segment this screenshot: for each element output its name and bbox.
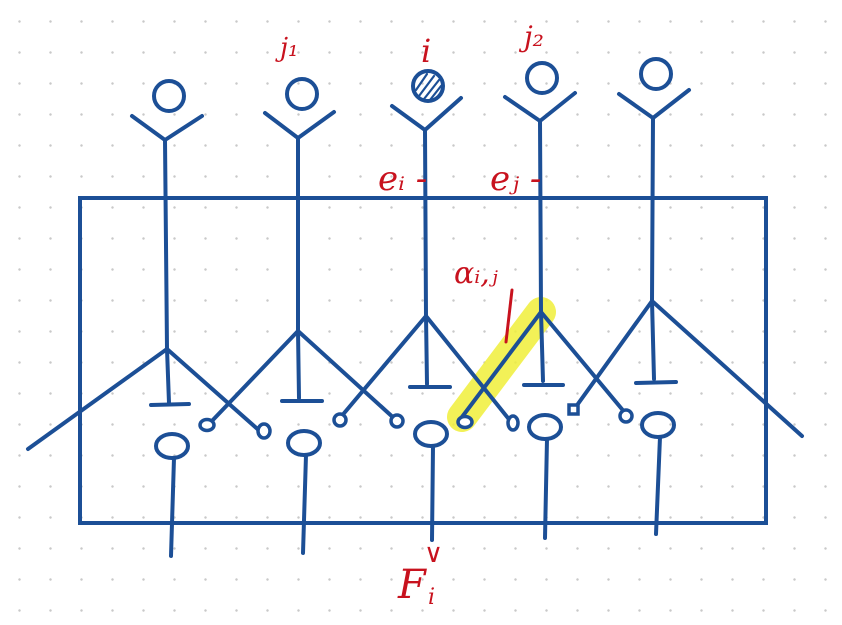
neuron-4 [460, 61, 628, 540]
neuron-3-head-hatch [414, 72, 443, 102]
terminal-2 [256, 422, 272, 440]
label-j2: j₂ [518, 20, 544, 53]
neuron-3 [338, 69, 514, 542]
alpha-pointer [504, 288, 514, 344]
neuron-3-inhibit-stem [424, 314, 429, 386]
label-alpha-ij: αᵢ,ⱼ [454, 256, 498, 291]
neuron-1-spread [26, 347, 264, 451]
neuron-4-arms [503, 91, 577, 123]
label-i: i [421, 32, 431, 70]
neuron-1-stem [163, 138, 169, 351]
label-output-sup: ∨ [424, 539, 443, 569]
neuron-4-inhibit-stem [539, 310, 545, 383]
neuron-1-arms [130, 114, 204, 142]
label-output-sub: i [428, 585, 435, 610]
neuron-5-stem [650, 116, 655, 303]
neuron-5-head [639, 57, 673, 91]
neuron-5-body [640, 411, 676, 439]
synapse-terminals [198, 403, 634, 440]
terminal-6 [506, 414, 520, 432]
layer-box [78, 196, 768, 525]
neuron-3-stem [423, 128, 428, 318]
neuron-1-inhibit-stem [165, 347, 171, 405]
neuron-5-inhibit-bar [634, 380, 678, 385]
neuron-2-inhibit-stem [296, 329, 301, 400]
neuron-5-arms [617, 88, 691, 120]
neuron-2-axon [301, 453, 308, 555]
terminal-7 [567, 403, 580, 416]
neuron-1-axon [169, 456, 176, 558]
neuron-3-body [413, 420, 449, 448]
neuron-4-body [527, 413, 563, 441]
label-e-j: eⱼ - [490, 159, 541, 199]
neuron-1 [26, 79, 264, 558]
neuron-3-axon [430, 444, 435, 542]
neuron-4-stem [538, 119, 543, 314]
terminal-8 [618, 408, 634, 424]
neuron-5-inhibit-stem [650, 299, 656, 381]
terminal-4 [389, 413, 405, 429]
neuron-4-axon [543, 437, 549, 540]
neuron-1-head [152, 79, 186, 113]
annotations: j₁ i j₂ eᵢ - eⱼ - αᵢ,ⱼ ∨ F i [275, 20, 544, 610]
neuron-4-head [525, 61, 559, 95]
neuron-5-axon [654, 435, 662, 536]
label-output: F [397, 562, 427, 608]
neuron-5 [573, 57, 804, 536]
terminal-3 [332, 412, 348, 428]
neuron-2-body [286, 429, 322, 457]
label-j1: j₁ [275, 33, 298, 63]
neuron-3-head [411, 69, 445, 103]
terminal-5 [456, 414, 474, 430]
neuron-2-arms [263, 110, 336, 140]
neuron-1-body [154, 432, 190, 460]
neuron-2-head [285, 77, 319, 111]
terminal-1 [198, 417, 216, 433]
neuron-1-inhibit-bar [149, 402, 191, 407]
neuron-2 [208, 77, 398, 555]
label-e-i: eᵢ - [378, 159, 427, 199]
